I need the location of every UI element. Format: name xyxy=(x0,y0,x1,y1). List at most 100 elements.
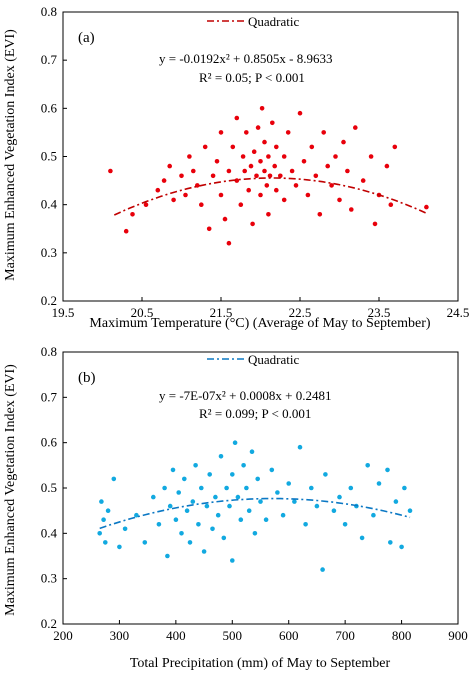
panel-a-data-point xyxy=(234,115,240,121)
panel-a-legend-label: Quadratic xyxy=(248,14,299,29)
panel-a-data-point xyxy=(293,183,299,188)
panel-b-x-tick-label: 900 xyxy=(448,628,468,643)
panel-a-data-point xyxy=(254,173,259,179)
panel-a-data-point xyxy=(222,216,228,222)
panel-b-data-point xyxy=(244,485,249,491)
panel-b-data-point xyxy=(371,512,376,518)
panel-a-data-point xyxy=(301,159,307,164)
panel-b-data-point xyxy=(399,544,404,550)
panel-a-data-point xyxy=(360,178,366,183)
panel-b-x-tick-label: 600 xyxy=(279,628,299,643)
panel-b-legend: Quadratic xyxy=(207,352,299,367)
panel-b-data-point xyxy=(376,481,382,486)
panel-a-temperature: Maximum Enhanced Vegetation Index (EVI) … xyxy=(3,4,469,331)
panel-a-data-point xyxy=(226,168,232,174)
panel-a-y-tick-label: 0.5 xyxy=(41,149,57,164)
panel-a-data-point xyxy=(248,163,254,169)
panel-a-data-point xyxy=(240,154,246,159)
panel-a-scatter-points xyxy=(108,106,429,246)
panel-b-data-point xyxy=(286,481,292,486)
panel-a-data-point xyxy=(199,202,204,207)
panel-a-data-point xyxy=(313,173,319,179)
panel-b-data-point xyxy=(249,449,255,455)
panel-a-y-tick-label: 0.7 xyxy=(41,52,58,67)
panel-b-data-point xyxy=(105,508,111,513)
panel-a-y-tick-label: 0.6 xyxy=(41,100,58,115)
panel-a-data-point xyxy=(325,163,331,169)
panel-b-data-point xyxy=(173,517,179,522)
panel-a-x-tick-label: 22.5 xyxy=(289,305,312,320)
panel-b-data-point xyxy=(207,472,212,477)
panel-b-data-point xyxy=(297,444,303,450)
panel-b-data-point xyxy=(235,494,241,500)
panel-a-data-point xyxy=(278,173,283,179)
panel-b-x-tick-label: 400 xyxy=(166,628,186,643)
panel-b-data-point xyxy=(182,476,187,482)
panel-b-data-point xyxy=(170,467,176,473)
panel-a-data-point xyxy=(349,207,354,212)
panel-a-y-tick-label: 0.8 xyxy=(41,4,57,19)
panel-b-data-point xyxy=(230,558,235,563)
panel-a-x-axis-label: Maximum Temperature (°C) (Average of May… xyxy=(89,316,430,331)
panel-a-data-point xyxy=(341,139,346,145)
panel-a-data-point xyxy=(255,125,261,130)
panel-b-data-point xyxy=(388,540,393,545)
panel-a-data-point xyxy=(264,183,270,188)
panel-a-data-point xyxy=(329,183,334,188)
panel-a-data-point xyxy=(250,221,255,227)
panel-b-data-point xyxy=(187,540,193,545)
panel-b-y-ticks: 0.2 0.3 0.4 0.5 0.6 0.7 0.8 xyxy=(41,344,67,631)
panel-a-data-point xyxy=(187,154,192,159)
panel-b-data-point xyxy=(215,512,221,518)
panel-b-x-tick-label: 200 xyxy=(53,628,73,643)
panel-b-data-point xyxy=(204,503,210,509)
panel-a-data-point xyxy=(258,159,263,164)
panel-b-y-tick-label: 0.6 xyxy=(41,435,58,450)
panel-b-data-point xyxy=(269,467,275,473)
panel-b-data-point xyxy=(151,494,156,500)
panel-b-data-point xyxy=(99,499,104,504)
panel-a-data-point xyxy=(281,197,287,203)
panel-a-y-ticks: 0.2 0.3 0.4 0.5 0.6 0.7 0.8 xyxy=(41,4,67,308)
panel-a-data-point xyxy=(272,163,278,169)
panel-a-data-point xyxy=(244,130,249,135)
panel-b-data-point xyxy=(218,454,224,459)
panel-b-data-point xyxy=(238,517,244,522)
panel-b-data-point xyxy=(176,490,181,495)
panel-a-data-point xyxy=(274,144,279,150)
panel-b-data-point xyxy=(275,490,280,495)
panel-a-legend: Quadratic xyxy=(207,14,299,29)
panel-b-data-point xyxy=(337,494,342,500)
panel-a-plot-area: 0.2 0.3 0.4 0.5 0.6 0.7 0.8 19.5 20.5 21.5 22.5 23… xyxy=(41,4,470,320)
panel-a-data-point xyxy=(179,173,184,179)
panel-b-data-point xyxy=(221,535,227,541)
panel-a-data-point xyxy=(388,202,394,207)
panel-a-trendline xyxy=(113,177,427,216)
panel-a-x-tick-label: 21.5 xyxy=(210,305,233,320)
panel-a-data-point xyxy=(270,120,275,126)
panel-a-data-point xyxy=(210,173,216,179)
panel-a-data-point xyxy=(372,221,378,227)
panel-b-data-point xyxy=(303,522,308,527)
panel-a-data-point xyxy=(251,149,257,154)
panel-a-data-point xyxy=(161,178,167,183)
panel-b-data-point xyxy=(210,526,215,532)
panel-a-data-point xyxy=(130,212,135,217)
panel-b-data-point xyxy=(365,463,371,468)
panel-b-data-point xyxy=(241,463,246,468)
panel-a-data-point xyxy=(259,106,265,111)
panel-b-data-point xyxy=(199,485,204,491)
panel-a-data-point xyxy=(305,192,311,198)
panel-a-data-point xyxy=(424,204,429,210)
panel-b-data-point xyxy=(184,508,190,513)
panel-a-data-point xyxy=(274,187,279,193)
panel-a-data-point xyxy=(230,144,236,150)
panel-b-x-axis-label: Total Precipitation (mm) of May to Septe… xyxy=(130,656,391,671)
panel-b-data-point xyxy=(156,522,162,527)
panel-b-data-point xyxy=(165,553,170,559)
panel-b-data-point xyxy=(348,485,354,491)
panel-b-y-tick-label: 0.4 xyxy=(41,525,58,540)
panel-b-data-point xyxy=(331,508,337,513)
panel-b-x-tick-label: 800 xyxy=(392,628,412,643)
